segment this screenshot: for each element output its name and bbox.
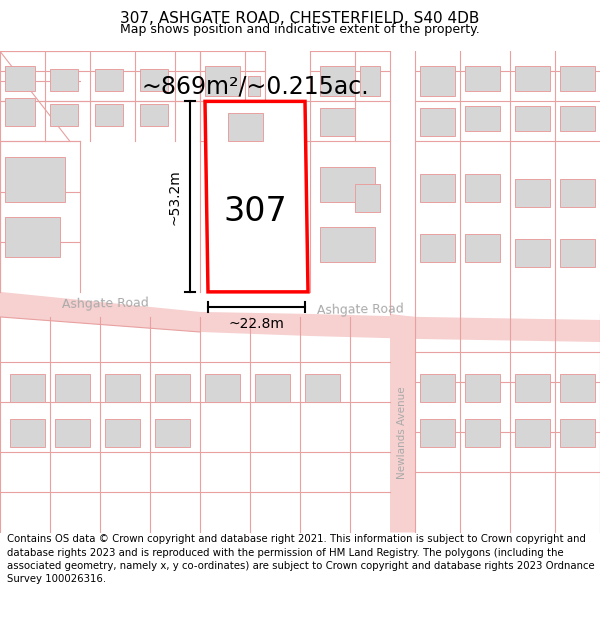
Bar — [5, 66, 35, 91]
Bar — [205, 108, 240, 136]
Bar — [560, 106, 595, 131]
Bar — [515, 66, 550, 91]
Polygon shape — [390, 314, 415, 532]
Bar — [95, 104, 123, 126]
Bar — [5, 156, 65, 202]
Bar — [50, 104, 78, 126]
Bar — [465, 174, 500, 202]
Bar — [560, 239, 595, 267]
Bar — [420, 374, 455, 402]
Bar — [205, 66, 240, 96]
Bar — [515, 239, 550, 267]
Text: ~53.2m: ~53.2m — [168, 169, 182, 224]
Bar — [560, 179, 595, 207]
Bar — [228, 113, 263, 141]
Bar — [465, 234, 500, 262]
Bar — [320, 108, 355, 136]
Bar — [95, 69, 123, 91]
Text: 307, ASHGATE ROAD, CHESTERFIELD, S40 4DB: 307, ASHGATE ROAD, CHESTERFIELD, S40 4DB — [121, 11, 479, 26]
Bar — [465, 419, 500, 447]
Bar — [465, 106, 500, 131]
Text: Contains OS data © Crown copyright and database right 2021. This information is : Contains OS data © Crown copyright and d… — [7, 534, 595, 584]
Bar — [515, 419, 550, 447]
Bar — [420, 66, 455, 96]
Bar — [105, 419, 140, 447]
Bar — [5, 217, 60, 257]
Bar — [5, 98, 35, 126]
Bar — [248, 76, 260, 96]
Text: ~869m²/~0.215ac.: ~869m²/~0.215ac. — [141, 74, 369, 98]
Bar — [515, 179, 550, 207]
Bar — [560, 374, 595, 402]
Text: ~22.8m: ~22.8m — [229, 317, 284, 331]
Bar — [155, 374, 190, 402]
Bar — [560, 419, 595, 447]
Bar — [515, 106, 550, 131]
Bar — [355, 184, 380, 212]
Bar — [55, 374, 90, 402]
Bar — [155, 419, 190, 447]
Bar — [360, 66, 380, 96]
Bar — [305, 374, 340, 402]
Bar — [140, 69, 168, 91]
Bar — [320, 66, 355, 96]
Bar — [515, 374, 550, 402]
Bar — [50, 69, 78, 91]
Bar — [420, 234, 455, 262]
Bar — [420, 174, 455, 202]
Bar — [105, 374, 140, 402]
Text: Map shows position and indicative extent of the property.: Map shows position and indicative extent… — [120, 23, 480, 36]
Bar — [420, 419, 455, 447]
Bar — [140, 104, 168, 126]
Bar — [55, 419, 90, 447]
Bar — [205, 374, 240, 402]
Text: Newlands Avenue: Newlands Avenue — [397, 386, 407, 479]
Polygon shape — [0, 292, 600, 342]
Bar — [560, 66, 595, 91]
Bar — [255, 374, 290, 402]
Bar — [320, 166, 375, 202]
Text: Ashgate Road: Ashgate Road — [316, 302, 404, 317]
Polygon shape — [205, 101, 308, 292]
Bar — [320, 227, 375, 262]
Text: Ashgate Road: Ashgate Road — [61, 297, 149, 311]
Bar — [465, 66, 500, 91]
Bar — [420, 108, 455, 136]
Bar — [10, 374, 45, 402]
Text: 307: 307 — [223, 195, 287, 228]
Bar — [465, 374, 500, 402]
Bar — [10, 419, 45, 447]
